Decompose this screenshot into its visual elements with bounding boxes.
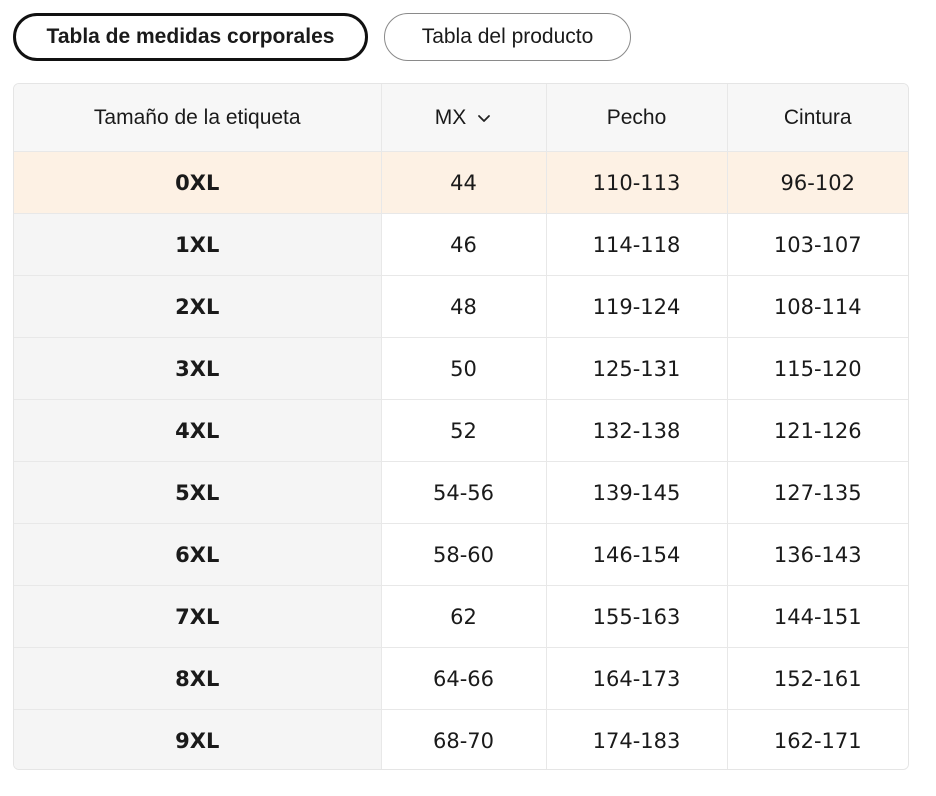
region-label: MX — [434, 105, 467, 129]
cell-waist: 127-135 — [727, 461, 908, 524]
cell-mx: 68-70 — [381, 709, 547, 769]
cell-size: 8XL — [14, 647, 382, 710]
cell-mx: 46 — [381, 213, 547, 276]
cell-mx: 54-56 — [381, 461, 547, 524]
cell-size: 7XL — [14, 585, 382, 648]
cell-size: 6XL — [14, 523, 382, 586]
chevron-down-icon — [478, 114, 491, 122]
tab-product-measurements[interactable]: Tabla del producto — [384, 13, 631, 61]
cell-chest: 125-131 — [546, 337, 728, 400]
table-row: 5XL 54-56 139-145 127-135 — [14, 461, 908, 524]
size-chart-table: Tamaño de la etiqueta MX Pecho Cintura 0… — [13, 83, 909, 770]
size-table: Tamaño de la etiqueta MX Pecho Cintura 0… — [14, 84, 908, 769]
cell-size: 1XL — [14, 213, 382, 276]
cell-waist: 115-120 — [727, 337, 908, 400]
cell-size: 3XL — [14, 337, 382, 400]
cell-chest: 155-163 — [546, 585, 728, 648]
table-row: 7XL 62 155-163 144-151 — [14, 585, 908, 648]
table-row: 2XL 48 119-124 108-114 — [14, 275, 908, 338]
cell-waist: 103-107 — [727, 213, 908, 276]
cell-chest: 139-145 — [546, 461, 728, 524]
cell-waist: 96-102 — [727, 151, 908, 214]
cell-mx: 58-60 — [381, 523, 547, 586]
cell-chest: 132-138 — [546, 399, 728, 462]
cell-chest: 114-118 — [546, 213, 728, 276]
table-row: 1XL 46 114-118 103-107 — [14, 213, 908, 276]
cell-mx: 62 — [381, 585, 547, 648]
cell-mx: 50 — [381, 337, 547, 400]
cell-mx: 64-66 — [381, 647, 547, 710]
cell-mx: 52 — [381, 399, 547, 462]
cell-chest: 119-124 — [546, 275, 728, 338]
header-region-select[interactable]: MX — [381, 84, 547, 152]
cell-chest: 164-173 — [546, 647, 728, 710]
cell-chest: 174-183 — [546, 709, 728, 769]
table-row: 8XL 64-66 164-173 152-161 — [14, 647, 908, 710]
table-row: 9XL 68-70 174-183 162-171 — [14, 709, 908, 769]
region-dropdown[interactable]: MX — [435, 106, 493, 130]
table-row: 6XL 58-60 146-154 136-143 — [14, 523, 908, 586]
cell-chest: 146-154 — [546, 523, 728, 586]
header-chest: Pecho — [546, 84, 728, 152]
cell-mx: 44 — [381, 151, 547, 214]
cell-size: 0XL — [14, 151, 382, 214]
cell-size: 4XL — [14, 399, 382, 462]
cell-waist: 144-151 — [727, 585, 908, 648]
cell-waist: 121-126 — [727, 399, 908, 462]
cell-waist: 162-171 — [727, 709, 908, 769]
cell-mx: 48 — [381, 275, 547, 338]
cell-waist: 108-114 — [727, 275, 908, 338]
header-size-label: Tamaño de la etiqueta — [14, 84, 382, 152]
table-row: 4XL 52 132-138 121-126 — [14, 399, 908, 462]
table-header-row: Tamaño de la etiqueta MX Pecho Cintura — [14, 84, 908, 152]
table-row: 3XL 50 125-131 115-120 — [14, 337, 908, 400]
cell-size: 5XL — [14, 461, 382, 524]
cell-waist: 136-143 — [727, 523, 908, 586]
header-waist: Cintura — [727, 84, 908, 152]
cell-waist: 152-161 — [727, 647, 908, 710]
cell-size: 9XL — [14, 709, 382, 769]
cell-chest: 110-113 — [546, 151, 728, 214]
cell-size: 2XL — [14, 275, 382, 338]
tab-body-measurements[interactable]: Tabla de medidas corporales — [13, 13, 368, 61]
table-row: 0XL 44 110-113 96-102 — [14, 151, 908, 214]
size-chart-tabs: Tabla de medidas corporales Tabla del pr… — [13, 13, 631, 61]
